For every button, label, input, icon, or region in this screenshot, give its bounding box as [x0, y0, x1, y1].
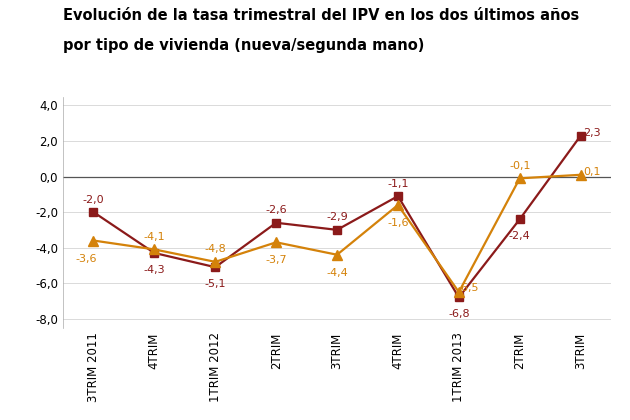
Text: -4,3: -4,3 [144, 265, 165, 275]
Text: -0,1: -0,1 [509, 161, 530, 171]
Text: -1,1: -1,1 [387, 178, 409, 189]
Text: 2,3: 2,3 [583, 128, 600, 138]
Text: -2,6: -2,6 [265, 205, 287, 215]
Text: Evolución de la tasa trimestral del IPV en los dos últimos años: Evolución de la tasa trimestral del IPV … [63, 8, 579, 24]
Text: -6,5: -6,5 [458, 283, 479, 293]
Text: 0,1: 0,1 [583, 167, 600, 177]
Text: -2,9: -2,9 [326, 213, 348, 222]
Text: -6,8: -6,8 [448, 309, 469, 319]
Text: -2,0: -2,0 [83, 194, 104, 205]
Text: por tipo de vivienda (nueva/segunda mano): por tipo de vivienda (nueva/segunda mano… [63, 38, 425, 53]
Text: -5,1: -5,1 [205, 279, 226, 289]
Text: -2,4: -2,4 [509, 231, 530, 241]
Text: -3,6: -3,6 [76, 254, 97, 264]
Text: -3,7: -3,7 [265, 255, 287, 265]
Text: -1,6: -1,6 [387, 218, 409, 228]
Text: -4,4: -4,4 [326, 268, 348, 278]
Text: -4,1: -4,1 [144, 232, 165, 242]
Text: -4,8: -4,8 [204, 244, 226, 255]
